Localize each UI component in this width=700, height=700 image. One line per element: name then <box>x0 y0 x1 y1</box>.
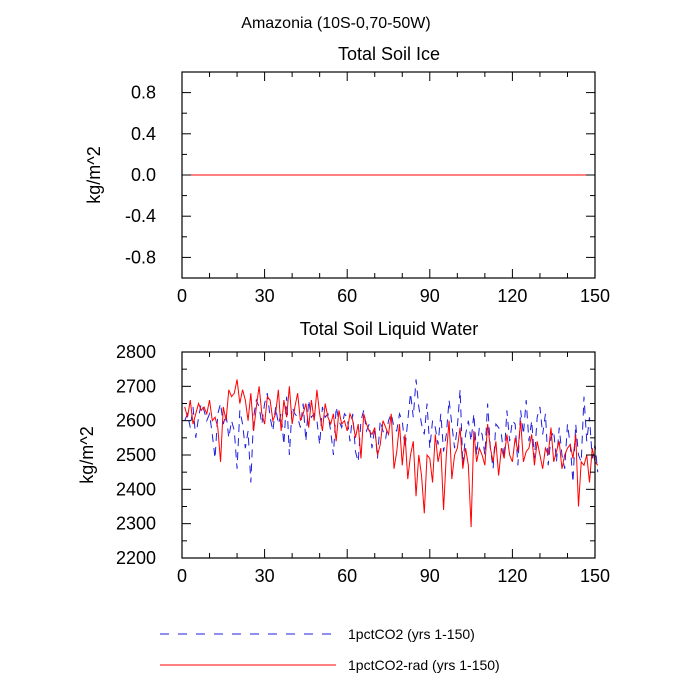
y-tick-label: 2300 <box>116 514 156 534</box>
y-tick-label: 2700 <box>116 376 156 396</box>
x-tick-label: 90 <box>420 286 440 306</box>
x-tick-label: 60 <box>337 566 357 586</box>
legend-label-1pctco2: 1pctCO2 (yrs 1-150) <box>348 626 475 642</box>
y-tick-label: 2600 <box>116 411 156 431</box>
y-tick-label: -0.4 <box>125 206 156 226</box>
y-tick-label: 2400 <box>116 479 156 499</box>
series-line-1pctco2 <box>184 379 599 483</box>
panel-total-soil-liquid-water: Total Soil Liquid Water 0 30 60 90 120 150 220… <box>77 319 610 586</box>
panel-total-soil-ice: Total Soil Ice 0 30 60 90 120 150 -0.8 -0.4 0.0 0… <box>84 44 610 306</box>
legend-label-1pctco2-rad: 1pctCO2-rad (yrs 1-150) <box>348 657 500 673</box>
y-tick-label: 0.8 <box>131 83 156 103</box>
x-tick-label: 150 <box>580 286 610 306</box>
y-axis-label: kg/m^2 <box>77 426 97 483</box>
x-tick-label: 0 <box>177 286 187 306</box>
legend: 1pctCO2 (yrs 1-150) 1pctCO2-rad (yrs 1-1… <box>160 626 500 673</box>
panel-title-soil-liquid-water: Total Soil Liquid Water <box>300 319 478 339</box>
x-tick-label: 30 <box>255 566 275 586</box>
x-tick-label: 120 <box>497 566 527 586</box>
x-tick-label: 30 <box>255 286 275 306</box>
figure-title: Amazonia (10S-0,70-50W) <box>241 15 430 32</box>
x-tick-label: 0 <box>177 566 187 586</box>
x-tick-label: 150 <box>580 566 610 586</box>
y-tick-label: 2200 <box>116 548 156 568</box>
y-tick-label: -0.8 <box>125 247 156 267</box>
y-tick-label: 0.4 <box>131 124 156 144</box>
y-tick-label: 0.0 <box>131 165 156 185</box>
y-tick-label: 2500 <box>116 445 156 465</box>
panel-title-soil-ice: Total Soil Ice <box>338 44 440 64</box>
series-line-1pctco2-rad <box>184 379 599 528</box>
y-tick-label: 2800 <box>116 342 156 362</box>
y-axis-label: kg/m^2 <box>84 146 104 203</box>
x-tick-label: 90 <box>420 566 440 586</box>
x-tick-label: 120 <box>497 286 527 306</box>
x-tick-label: 60 <box>337 286 357 306</box>
